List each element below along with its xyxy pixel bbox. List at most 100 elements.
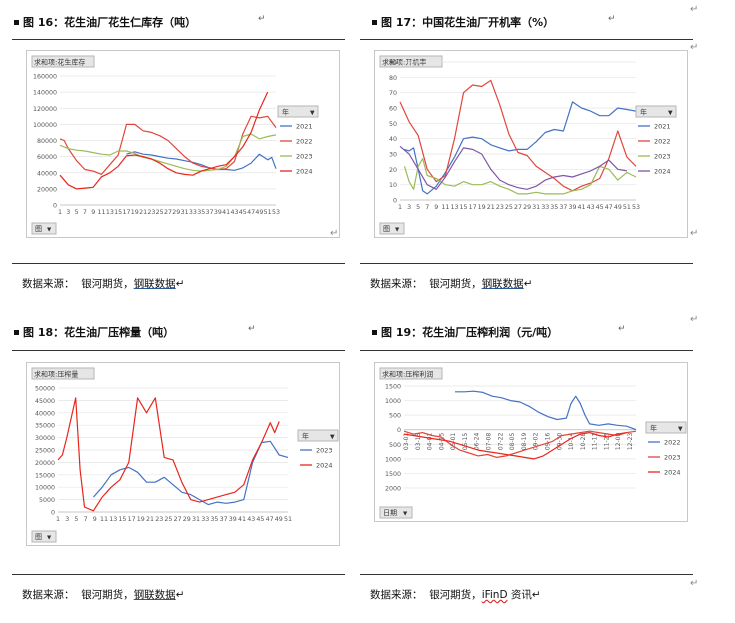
x-tick-label: 51 — [264, 209, 272, 216]
chart-frame — [374, 362, 688, 522]
x-tick-label: 1 — [56, 516, 60, 523]
y-tick-label: 50000 — [35, 386, 55, 393]
x-tick-label: 41 — [578, 204, 586, 211]
chart-title: 求和项:压榨量 — [34, 370, 78, 379]
legend-label: 2024 — [316, 462, 333, 470]
chart-crush-volume: 求和项:压榨量 50000 45000 40000 35000 30000 25000 200… — [26, 362, 340, 546]
x-tick-label: 07-08 — [486, 433, 493, 451]
filter-button-label: 图 — [35, 225, 42, 233]
x-tick-label: 37 — [220, 516, 228, 523]
x-tick-label: 09-16 — [544, 433, 551, 451]
source-note: 数据来源： 银河期货，钢联数据↵ — [370, 278, 533, 290]
x-tick-label: 49 — [614, 204, 622, 211]
legend-header — [645, 421, 687, 434]
series-line-2022 — [455, 390, 637, 431]
y-tick-label: 50 — [389, 121, 397, 128]
legend-dropdown-icon: ▼ — [668, 110, 673, 117]
chart-svg: 求和项:压榨量500004500040000350003000025000200… — [26, 362, 340, 546]
x-tick-label: 35 — [197, 209, 205, 216]
legend-label: 2024 — [296, 168, 313, 176]
y-tick-label: 20 — [389, 167, 397, 174]
series-line-2023 — [59, 133, 277, 172]
x-tick-label: 29 — [523, 204, 531, 211]
chart-title: 求和项:压榨利润 — [382, 370, 433, 379]
legend-label: 2022 — [296, 138, 313, 146]
y-tick-label: 10 — [389, 182, 397, 189]
x-tick-label: 23 — [496, 204, 504, 211]
x-tick-label: 15 — [118, 516, 126, 523]
chart-operating-rate: 求和项:开机率 90 80 70 60 50 40 30 20 10 0 1 3 5 7 9 11 13 15 17 1… — [374, 50, 688, 238]
y-tick-label: 60000 — [37, 154, 57, 161]
divider — [12, 263, 345, 264]
x-tick-label: 19 — [137, 516, 145, 523]
x-tick-label: 10-28 — [580, 433, 587, 451]
legend-label: 2024 — [654, 168, 671, 176]
return-mark: ↵ — [690, 314, 699, 325]
filter-dropdown-icon: ▼ — [47, 227, 52, 233]
divider — [360, 263, 693, 264]
x-tick-label: 31 — [532, 204, 540, 211]
x-tick-label: 12-23 — [627, 433, 634, 451]
x-tick-label: 33 — [541, 204, 549, 211]
x-tick-label: 13 — [450, 204, 458, 211]
x-tick-label: 7 — [425, 204, 429, 211]
chart-inventory: 求和项:花生库存 160000 140000 120000 100000 80000 600… — [26, 50, 340, 238]
y-tick-label: 40000 — [37, 170, 57, 177]
return-mark: ↵ — [248, 324, 256, 334]
x-tick-label: 1 — [398, 204, 402, 211]
filter-button-label: 图 — [35, 533, 42, 541]
x-tick-label: 10-14 — [568, 433, 575, 451]
series-line-2021 — [126, 151, 277, 171]
chart-title: 求和项:花生库存 — [34, 58, 85, 67]
y-tick-label: 120000 — [33, 106, 57, 113]
y-tick-label: 40 — [389, 136, 397, 143]
return-mark: ↵ — [618, 324, 626, 334]
x-tick-label: 11 — [441, 204, 449, 211]
x-tick-label: 37 — [206, 209, 214, 216]
x-tick-label: 47 — [247, 209, 255, 216]
x-tick-label: 25 — [505, 204, 513, 211]
y-tick-label: 1500 — [385, 384, 401, 391]
y-tick-label: 15000 — [35, 472, 55, 479]
y-tick-label: 20000 — [37, 186, 57, 193]
x-tick-label: 25 — [156, 209, 164, 216]
series-line-2024 — [57, 397, 280, 512]
x-tick-label: 29 — [183, 516, 191, 523]
y-tick-label: 140000 — [33, 90, 57, 97]
legend-title: 年 — [302, 432, 309, 441]
legend-label: 2024 — [664, 469, 681, 477]
x-tick-label: 53 — [272, 209, 280, 216]
legend-title: 年 — [650, 424, 657, 433]
x-tick-label: 05-01 — [450, 433, 457, 451]
x-tick-label: 11 — [98, 209, 106, 216]
series-line-2023 — [403, 430, 637, 458]
x-tick-label: 21 — [139, 209, 147, 216]
x-tick-label: 51 — [284, 516, 292, 523]
x-tick-label: 11-25 — [603, 433, 610, 451]
x-tick-label: 27 — [514, 204, 522, 211]
return-mark: ↵ — [690, 578, 699, 589]
y-tick-label: 40000 — [35, 410, 55, 417]
x-tick-label: 06-24 — [474, 433, 481, 451]
legend-header — [297, 429, 339, 442]
x-tick-label: 43 — [230, 209, 238, 216]
chart-svg: 求和项:花生库存16000014000012000010000080000600… — [26, 50, 340, 238]
y-tick-label: 0 — [397, 427, 401, 434]
y-tick-label: 0 — [393, 198, 397, 205]
y-tick-label: 1000 — [385, 398, 401, 405]
x-tick-label: 05-15 — [462, 433, 469, 451]
x-tick-label: 17 — [128, 516, 136, 523]
x-tick-label: 45 — [239, 209, 247, 216]
divider — [12, 39, 345, 40]
x-tick-label: 39 — [214, 209, 222, 216]
field-chip — [31, 55, 95, 68]
x-tick-label: 35 — [210, 516, 218, 523]
y-tick-label: 0 — [51, 510, 55, 517]
chart-crush-profit: 求和项:压榨利润 1500 1000 500 0 500 1000 1500 2000 03-01… — [374, 362, 688, 522]
return-mark: ↵ — [690, 4, 699, 15]
x-tick-label: 25 — [164, 516, 172, 523]
divider — [12, 350, 345, 351]
filter-button-label: 日期 — [383, 509, 397, 517]
x-tick-label: 3 — [407, 204, 411, 211]
